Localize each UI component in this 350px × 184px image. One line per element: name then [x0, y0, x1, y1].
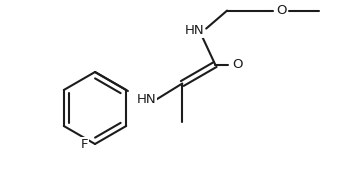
Text: O: O — [232, 58, 243, 71]
Text: HN: HN — [184, 24, 204, 37]
Text: O: O — [276, 4, 286, 17]
Text: F: F — [80, 137, 88, 151]
Text: HN: HN — [136, 93, 156, 106]
